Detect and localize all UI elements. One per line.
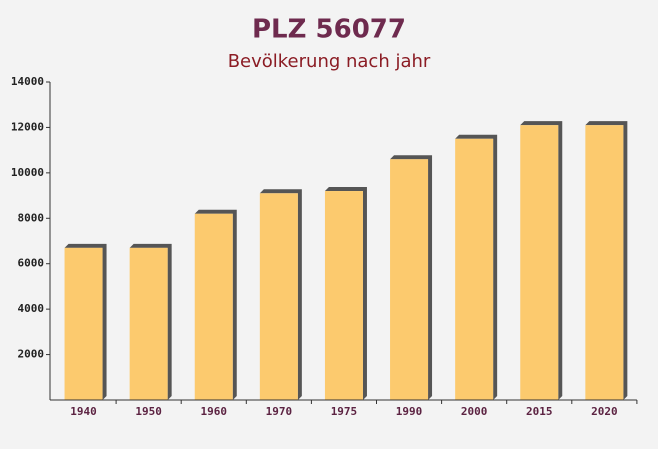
x-tick-label: 1950 (135, 405, 162, 418)
bar (64, 247, 103, 400)
x-tick-label: 1940 (70, 405, 97, 418)
bar (194, 213, 233, 400)
bar (129, 247, 168, 400)
x-tick-label: 1970 (266, 405, 293, 418)
x-tick-label: 2020 (591, 405, 618, 418)
y-tick-label: 4000 (18, 302, 45, 315)
y-tick-label: 10000 (11, 166, 44, 179)
chart-title: PLZ 56077 (252, 15, 406, 45)
y-tick-label: 2000 (18, 348, 45, 361)
chart-subtitle: Bevölkerung nach jahr (228, 51, 431, 72)
x-tick-label: 1990 (396, 405, 423, 418)
y-tick-label: 6000 (18, 257, 45, 270)
bar (390, 159, 429, 400)
bar (455, 138, 494, 401)
x-tick-label: 1975 (331, 405, 358, 418)
x-tick-label: 2015 (526, 405, 553, 418)
y-tick-label: 14000 (11, 75, 44, 88)
y-tick-label: 12000 (11, 120, 44, 133)
x-tick-label: 1960 (201, 405, 228, 418)
y-tick-label: 8000 (18, 211, 45, 224)
x-tick-label: 2000 (461, 405, 488, 418)
bar (324, 191, 363, 400)
bar (259, 193, 298, 400)
bar (520, 125, 559, 401)
bar (585, 125, 624, 401)
